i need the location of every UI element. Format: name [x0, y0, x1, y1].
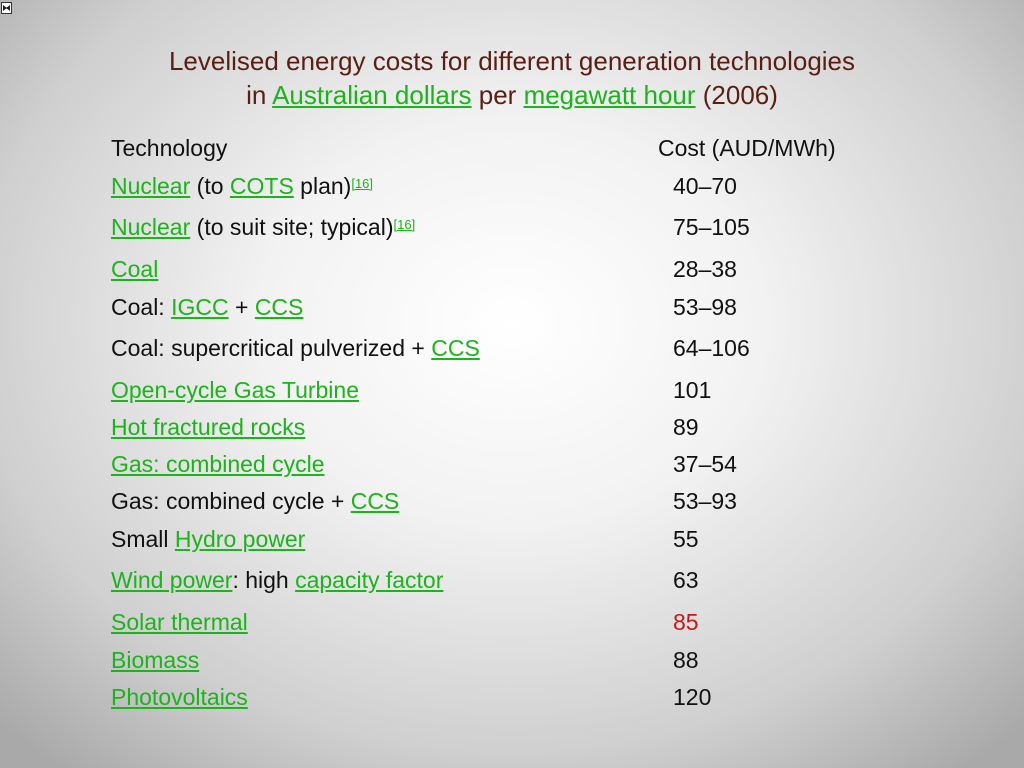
- slide-title: Levelised energy costs for different gen…: [0, 44, 1024, 112]
- technology-text: Coal:: [111, 294, 172, 320]
- technology-link[interactable]: Wind power: [111, 567, 233, 593]
- technology-link[interactable]: Gas: combined cycle: [111, 451, 325, 477]
- technology-cell: Photovoltaics: [111, 682, 248, 712]
- table-row: Nuclear (to suit site; typical)[16] 75–10…: [0, 212, 1024, 242]
- technology-text: (to suit site; typical): [190, 214, 394, 240]
- technology-cell: Coal: IGCC + CCS: [111, 292, 303, 322]
- technology-text: (to: [190, 173, 230, 199]
- title-prefix: in: [246, 80, 273, 110]
- table-row: Nuclear (to COTS plan)[16] 40–70: [0, 171, 1024, 201]
- technology-cell: Small Hydro power: [111, 524, 305, 554]
- cost-cell: 37–54: [673, 451, 737, 477]
- table-row: Open-cycle Gas Turbine 101: [0, 375, 1024, 405]
- table-row: Gas: combined cycle + CCS 53–93: [0, 486, 1024, 516]
- technology-link[interactable]: Biomass: [111, 647, 200, 673]
- technology-link[interactable]: CCS: [431, 335, 480, 361]
- header-technology: Technology: [111, 135, 228, 161]
- technology-text: plan): [293, 173, 352, 199]
- table-row: Biomass 88: [0, 645, 1024, 675]
- table-row: Coal: IGCC + CCS 53–98: [0, 292, 1024, 322]
- cost-cell: 53–98: [673, 294, 737, 320]
- cost-cell: 64–106: [673, 335, 750, 361]
- citation-link[interactable]: [16]: [393, 217, 416, 232]
- table-row: Wind power: high capacity factor 63: [0, 565, 1024, 595]
- technology-cell: Gas: combined cycle: [111, 449, 324, 479]
- technology-link[interactable]: Hydro power: [174, 526, 306, 552]
- technology-cell: Nuclear (to suit site; typical)[16]: [111, 212, 415, 242]
- technology-cell: Solar thermal: [111, 607, 248, 637]
- technology-link[interactable]: IGCC: [171, 294, 229, 320]
- cost-cell: 101: [673, 377, 712, 403]
- cost-cell: 75–105: [673, 214, 750, 240]
- broken-image-icon: [1, 2, 12, 14]
- cost-cell: 120: [673, 684, 712, 710]
- technology-link[interactable]: Coal: [111, 256, 159, 282]
- technology-link[interactable]: Nuclear: [111, 173, 191, 199]
- technology-link[interactable]: Solar thermal: [111, 609, 248, 635]
- technology-link[interactable]: Nuclear: [111, 214, 191, 240]
- technology-text: Small: [111, 526, 175, 552]
- table-row: Photovoltaics 120: [0, 682, 1024, 712]
- technology-link[interactable]: CCS: [254, 294, 304, 320]
- australian-dollars-link[interactable]: Australian dollars: [272, 80, 472, 110]
- cost-cell: 85: [673, 609, 699, 635]
- title-suffix: (2006): [695, 80, 778, 110]
- cost-cell: 63: [673, 567, 699, 593]
- header-cost: Cost (AUD/MWh): [658, 135, 836, 161]
- technology-cell: Coal: supercritical pulverized + CCS: [111, 333, 480, 363]
- technology-text: Coal: supercritical pulverized +: [111, 335, 432, 361]
- technology-cell: Biomass: [111, 645, 199, 675]
- technology-cell: Hot fractured rocks: [111, 412, 305, 442]
- technology-link[interactable]: CCS: [350, 488, 400, 514]
- cost-cell: 40–70: [673, 173, 737, 199]
- table-row: Hot fractured rocks 89: [0, 412, 1024, 442]
- title-mid: per: [471, 80, 524, 110]
- cost-cell: 55: [673, 526, 699, 552]
- technology-link[interactable]: Open-cycle Gas Turbine: [111, 377, 360, 403]
- technology-cell: Open-cycle Gas Turbine: [111, 375, 359, 405]
- technology-cell: Gas: combined cycle + CCS: [111, 486, 399, 516]
- table-row: Coal 28–38: [0, 254, 1024, 284]
- table-row: Solar thermal 85: [0, 607, 1024, 637]
- technology-text: : high: [232, 567, 296, 593]
- technology-link[interactable]: Photovoltaics: [111, 684, 248, 710]
- cost-cell: 28–38: [673, 256, 737, 282]
- technology-text: +: [228, 294, 255, 320]
- technology-link[interactable]: Hot fractured rocks: [111, 414, 306, 440]
- technology-link[interactable]: capacity factor: [295, 567, 444, 593]
- cost-cell: 53–93: [673, 488, 737, 514]
- title-line-1: Levelised energy costs for different gen…: [168, 46, 856, 76]
- title-line-2: in Australian dollars per megawatt hour …: [0, 78, 1024, 112]
- technology-link[interactable]: COTS: [229, 173, 294, 199]
- technology-cell: Wind power: high capacity factor: [111, 565, 443, 595]
- technology-cell: Coal: [111, 254, 158, 284]
- technology-text: Gas: combined cycle +: [111, 488, 351, 514]
- table-row: Gas: combined cycle 37–54: [0, 449, 1024, 479]
- cost-cell: 89: [673, 414, 699, 440]
- megawatt-hour-link[interactable]: megawatt hour: [523, 80, 696, 110]
- citation-link[interactable]: [16]: [351, 176, 374, 191]
- table-row: Coal: supercritical pulverized + CCS 64–1…: [0, 333, 1024, 363]
- table-row: Small Hydro power 55: [0, 524, 1024, 554]
- cost-cell: 88: [673, 647, 699, 673]
- technology-cell: Nuclear (to COTS plan)[16]: [111, 171, 373, 201]
